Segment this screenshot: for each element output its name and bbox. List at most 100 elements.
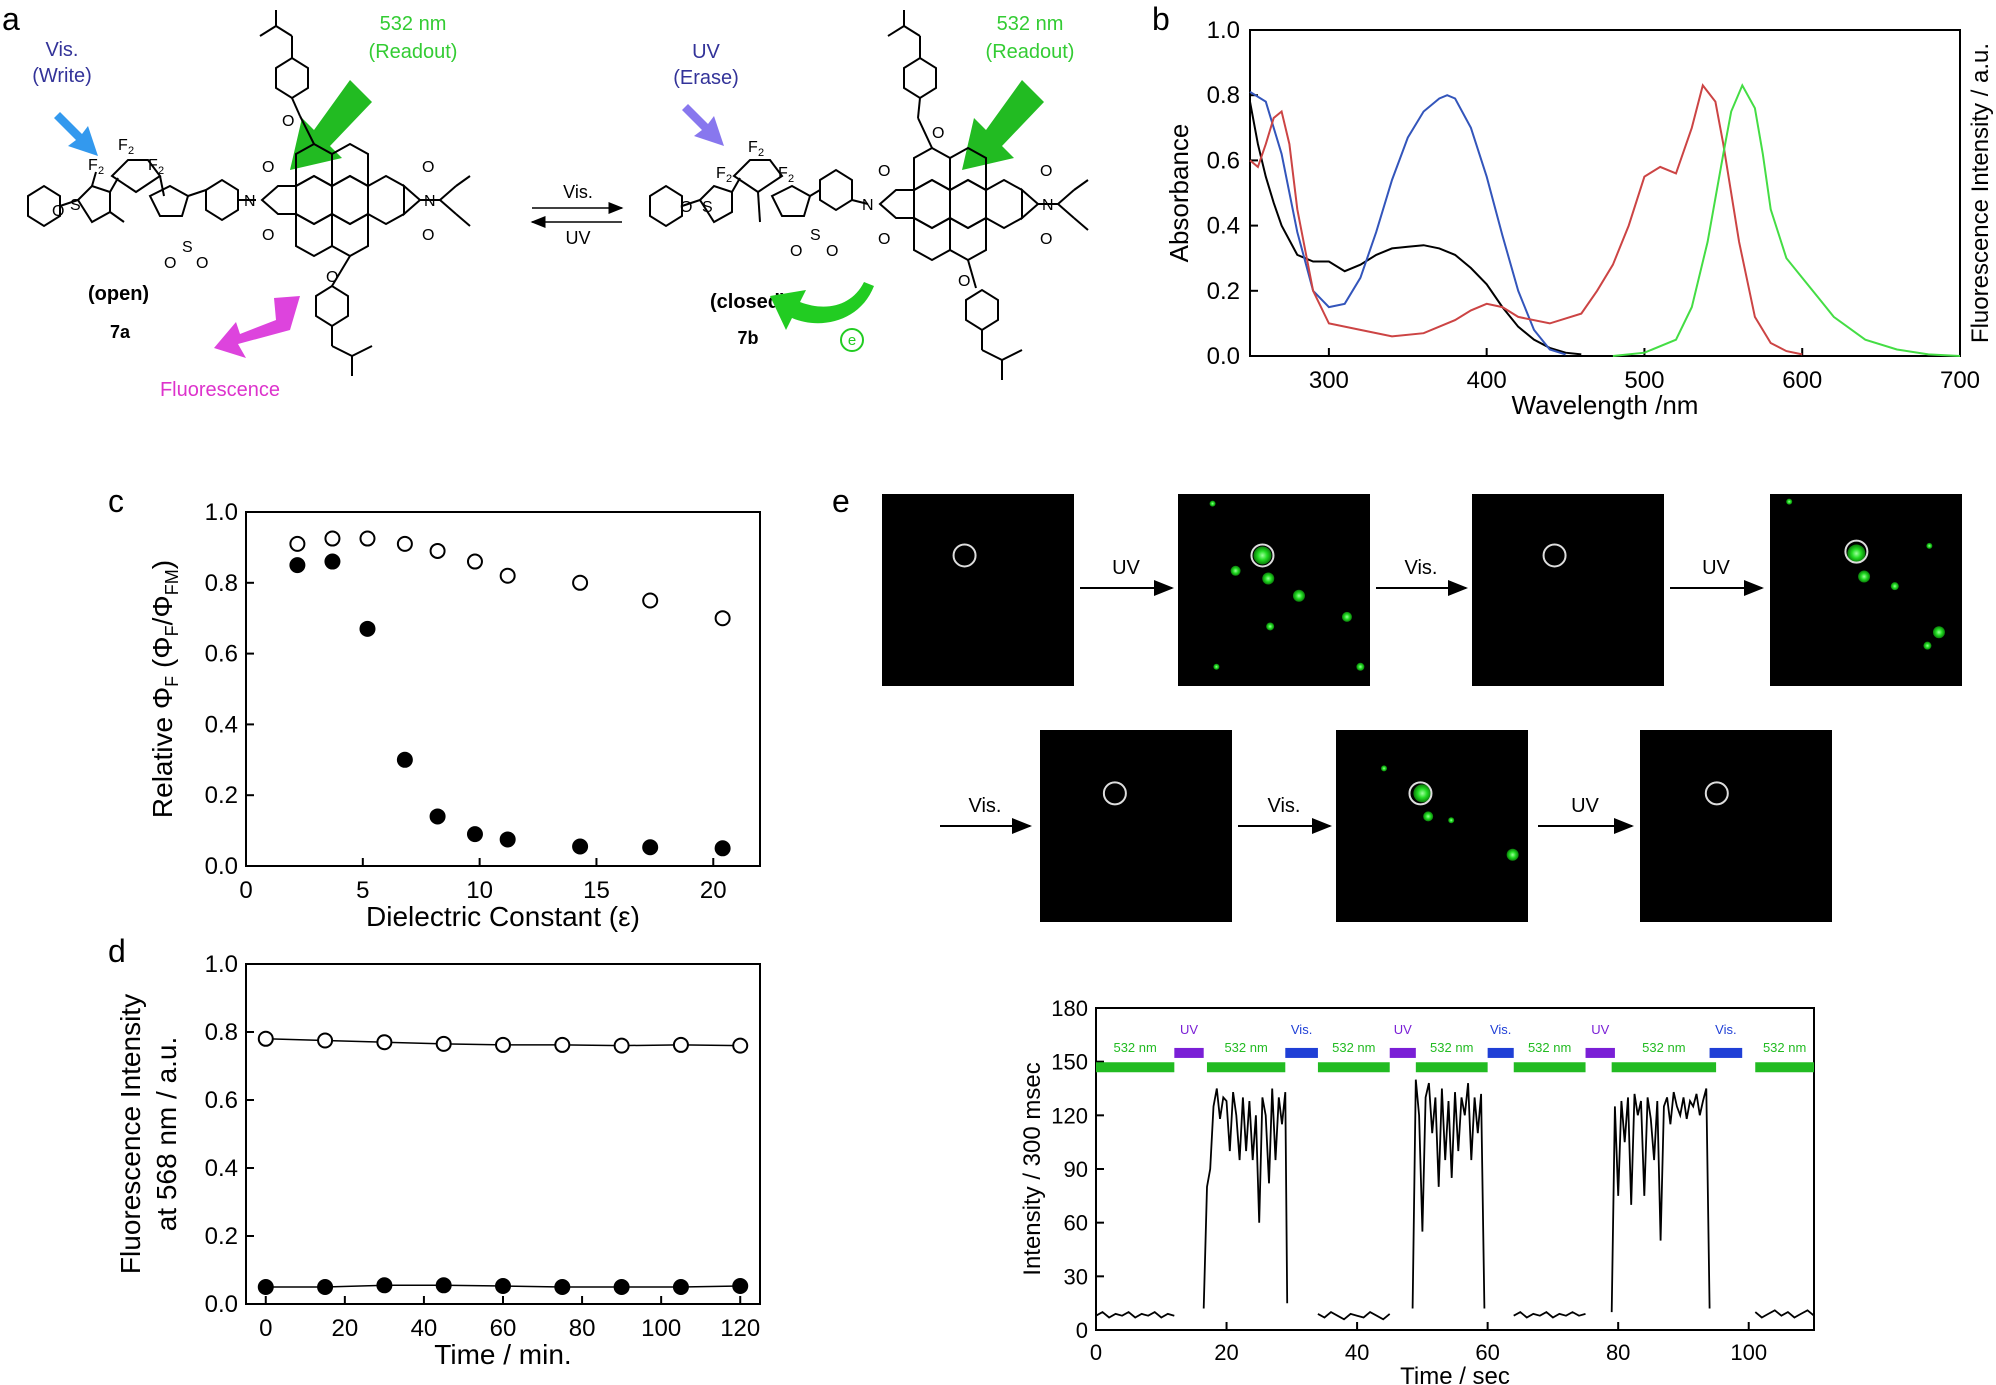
y-tick-label-c: 0.6 [205, 641, 238, 668]
molecule-closed [649, 10, 1089, 380]
bar-uv [1174, 1047, 1204, 1058]
compound-closed-label: 7b [737, 328, 758, 348]
fluorescent-spot [1209, 500, 1216, 507]
filled-marker-c [289, 557, 306, 574]
target-circle [952, 543, 977, 568]
filled-marker-d [495, 1277, 511, 1294]
svg-text:F: F [748, 139, 758, 156]
bar-532nm-label: 532 nm [1332, 1040, 1375, 1055]
open-marker-d [554, 1036, 571, 1053]
intensity-trace [1754, 1309, 1815, 1319]
svg-text:S: S [702, 199, 713, 216]
x-tick-label-e: 20 [1214, 1340, 1238, 1365]
microscope-image [1336, 730, 1528, 922]
x-tick-label-e: 40 [1345, 1340, 1369, 1365]
bar-532nm [1611, 1062, 1717, 1073]
fluorescent-spot [1890, 582, 1899, 591]
intensity-trace [1411, 1079, 1486, 1309]
readout-right-arrow [962, 80, 1044, 170]
bar-532nm-label: 532 nm [1224, 1040, 1267, 1055]
y-tick-label-e: 30 [1064, 1264, 1088, 1289]
x-tick-label-d: 100 [641, 1315, 681, 1342]
y-tick-label-b: 0.6 [1207, 147, 1240, 174]
bar-uv-label: UV [1394, 1022, 1412, 1037]
filled-marker-c [396, 751, 413, 768]
panel-label-d: d [108, 933, 126, 969]
fluorescent-spot [1413, 784, 1432, 803]
x-tick-label-e: 100 [1730, 1340, 1767, 1365]
fluorescent-spot [1266, 622, 1275, 631]
y-tick-label-d: 0.2 [205, 1223, 238, 1250]
series-line-b [1249, 91, 1566, 356]
readout-left-label-2: (Readout) [369, 41, 458, 63]
x-tick-label-d: 20 [331, 1315, 358, 1342]
svg-text:O: O [932, 125, 944, 142]
svg-text:F: F [148, 157, 158, 174]
electron-label: e [848, 332, 856, 349]
x-axis-label-e: Time / sec [1400, 1363, 1510, 1385]
fluorescent-spot [1213, 663, 1220, 670]
bar-uv [1389, 1047, 1416, 1058]
fluorescence-arrow [214, 296, 300, 358]
y-tick-label-d: 0.6 [205, 1087, 238, 1114]
y-axis-label-part-c: /Φ [147, 595, 178, 625]
bar-532nm [1513, 1062, 1586, 1073]
y-axis-label-part-c: F [162, 676, 182, 687]
open-label: (open) [88, 283, 149, 305]
x-tick-label-e: 60 [1475, 1340, 1499, 1365]
bar-vis-label: Vis. [1490, 1022, 1511, 1037]
y-axis-label-part-c: ) [147, 560, 178, 569]
bar-532nm [1317, 1062, 1390, 1073]
y-tick-label-e: 90 [1064, 1157, 1088, 1182]
y-tick-label-e: 150 [1051, 1050, 1088, 1075]
y-tick-label-e: 0 [1076, 1318, 1088, 1343]
filled-marker-c [429, 808, 446, 825]
target-circle [1408, 781, 1433, 806]
svg-text:O: O [1040, 231, 1052, 248]
open-marker-c [324, 530, 341, 547]
fluorescent-spot [1262, 572, 1275, 585]
vis-write-label-1: Vis. [46, 39, 79, 61]
intensity-trace [1095, 1311, 1175, 1319]
intensity-trace [1317, 1311, 1391, 1321]
y-tick-label-e: 180 [1051, 996, 1088, 1021]
svg-text:F: F [716, 165, 726, 182]
y-tick-label-d: 0.4 [205, 1155, 238, 1182]
readout-right-label-1: 532 nm [997, 13, 1064, 35]
filled-marker-d [732, 1277, 749, 1294]
fluorescent-spot [1926, 542, 1933, 549]
bar-vis [1709, 1047, 1743, 1058]
filled-marker-c [572, 838, 589, 855]
series-line-b [1249, 83, 1803, 356]
panel-e: e UV Vis. UV Vis. Vis. UV 0 20 40 60 80 100 0 30 60 90 1… [832, 483, 1962, 1385]
filled-marker-c [642, 839, 659, 856]
svg-text:O: O [878, 163, 890, 180]
y-axis-label-d-line1: Fluorescence Intensity [115, 994, 146, 1274]
y-tick-label-c: 0.4 [205, 711, 238, 738]
x-tick-label-d: 80 [569, 1315, 596, 1342]
panel-c: c 0 5 10 15 20 0.0 0.2 0.4 0.6 0.8 1.0 Dielectric C… [108, 483, 761, 932]
svg-text:O: O [262, 227, 274, 244]
fluorescent-spot [1292, 589, 1305, 602]
fluorescent-spot [1381, 765, 1387, 772]
open-marker-d [376, 1034, 393, 1051]
svg-text:2: 2 [98, 165, 104, 177]
compound-open-label: 7a [110, 322, 131, 342]
bar-532nm-label: 532 nm [1642, 1040, 1685, 1055]
x-tick-label-c: 5 [356, 877, 369, 904]
filled-marker-d [554, 1279, 571, 1295]
svg-text:O: O [790, 243, 802, 260]
bar-uv [1585, 1047, 1615, 1058]
x-tick-label-c: 15 [583, 877, 610, 904]
bar-vis [1487, 1047, 1514, 1058]
x-axis-label-d: Time / min. [434, 1339, 571, 1370]
y-tick-label-b: 1.0 [1207, 17, 1240, 44]
open-marker-d [495, 1036, 511, 1053]
filled-marker-c [324, 553, 341, 570]
microscope-image [1770, 494, 1962, 686]
panel-d: d 0 20 40 60 80 100 120 0.0 0.2 0.4 0.6 0.8 1.0 Time … [108, 933, 761, 1370]
open-marker-c [714, 610, 731, 627]
filled-marker-d [672, 1279, 689, 1295]
x-tick-label-b: 600 [1782, 367, 1822, 394]
